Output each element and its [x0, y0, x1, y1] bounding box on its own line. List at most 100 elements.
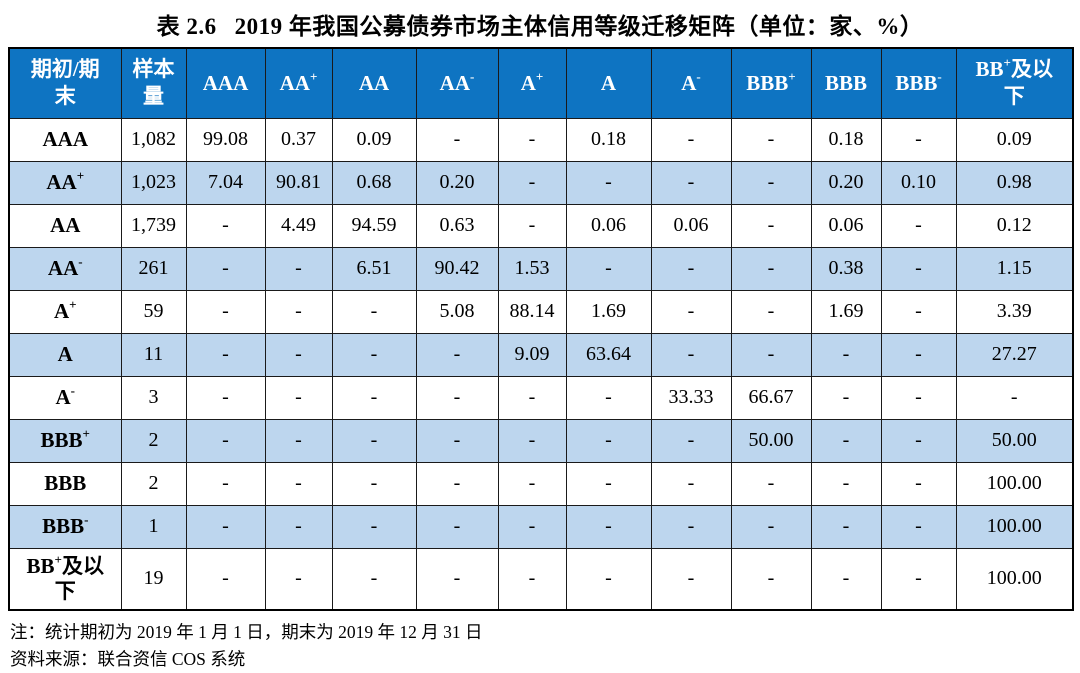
matrix-cell-BBBminus-to-AAA: - — [185, 504, 266, 549]
sample-count: 1 — [120, 504, 187, 549]
matrix-cell-Aplus-to-AAminus: 5.08 — [415, 289, 499, 334]
matrix-cell-Aminus-to-Aminus: 33.33 — [650, 375, 732, 420]
matrix-cell-BBB-to-Aminus: - — [650, 461, 732, 506]
table-row-AAplus: AA+ 1,023 7.04 90.81 0.68 0.20- - - -0.20 0.10 0.9… — [8, 160, 1074, 205]
matrix-cell-AAplus-to-BBBminus: 0.10 — [880, 160, 957, 205]
matrix-cell-AAplus-to-Aminus: - — [650, 160, 732, 205]
row-header-AAminus: AA- — [8, 246, 122, 291]
col-header-AAminus: AA- — [415, 47, 499, 119]
matrix-cell-BBplus-to-BBBplus: - — [730, 547, 812, 611]
matrix-cell-BBplus-to-Aminus: - — [650, 547, 732, 611]
matrix-cell-A-to-Aminus: - — [650, 332, 732, 377]
matrix-cell-AAplus-to-A: - — [565, 160, 652, 205]
sample-count: 2 — [120, 461, 187, 506]
matrix-cell-AAA-to-A: 0.18 — [565, 117, 652, 162]
matrix-cell-Aplus-to-AA: - — [331, 289, 417, 334]
matrix-cell-Aminus-to-A: - — [565, 375, 652, 420]
matrix-cell-AAA-to-AAminus: - — [415, 117, 499, 162]
matrix-cell-BBBminus-to-BBB: - — [810, 504, 882, 549]
matrix-cell-BBBminus-to-Aplus: - — [497, 504, 567, 549]
col-header-Aplus: A+ — [497, 47, 567, 119]
matrix-cell-BBplus-to-AAminus: - — [415, 547, 499, 611]
matrix-cell-BBBplus-to-BBBplus: 50.00 — [730, 418, 812, 463]
sample-count: 1,739 — [120, 203, 187, 248]
matrix-cell-AA-to-BBB: 0.06 — [810, 203, 882, 248]
data-source-note: 资料来源：联合资信 COS 系统 — [10, 649, 246, 670]
matrix-cell-A-to-A: 63.64 — [565, 332, 652, 377]
matrix-cell-AAA-to-AA: 0.09 — [331, 117, 417, 162]
corner-header: 期初/期末 — [8, 47, 122, 119]
matrix-cell-Aminus-to-BBBplus: 66.67 — [730, 375, 812, 420]
matrix-cell-A-to-BBplus: 27.27 — [955, 332, 1074, 377]
matrix-cell-BBplus-to-A: - — [565, 547, 652, 611]
matrix-cell-BBplus-to-AA: - — [331, 547, 417, 611]
col-header-BBBminus: BBB- — [880, 47, 957, 119]
matrix-cell-AAplus-to-BBBplus: - — [730, 160, 812, 205]
matrix-cell-Aminus-to-BBplus: - — [955, 375, 1074, 420]
matrix-cell-A-to-Aplus: 9.09 — [497, 332, 567, 377]
matrix-cell-Aplus-to-A: 1.69 — [565, 289, 652, 334]
matrix-cell-Aminus-to-Aplus: - — [497, 375, 567, 420]
matrix-cell-BBB-to-AAminus: - — [415, 461, 499, 506]
table-row-BBBminus: BBB- 1- - - - - - - - - -100.00 — [8, 504, 1074, 549]
matrix-cell-BBBplus-to-A: - — [565, 418, 652, 463]
sample-count: 261 — [120, 246, 187, 291]
col-header-Aminus: A- — [650, 47, 732, 119]
table-row-AAA: AAA 1,082 99.08 0.37 0.09- -0.18- -0.18-0.09 — [8, 117, 1074, 162]
row-header-A: A — [8, 332, 122, 377]
matrix-cell-Aminus-to-BBBminus: - — [880, 375, 957, 420]
matrix-cell-BBBminus-to-BBplus: 100.00 — [955, 504, 1074, 549]
matrix-cell-BBBminus-to-AAplus: - — [264, 504, 333, 549]
matrix-cell-AAminus-to-AAA: - — [185, 246, 266, 291]
col-header-A: A — [565, 47, 652, 119]
col-header-BBBplus: BBB+ — [730, 47, 812, 119]
matrix-cell-AAplus-to-BBplus: 0.98 — [955, 160, 1074, 205]
matrix-cell-BBplus-to-AAplus: - — [264, 547, 333, 611]
matrix-cell-AA-to-AAminus: 0.63 — [415, 203, 499, 248]
matrix-cell-AA-to-BBBplus: - — [730, 203, 812, 248]
matrix-cell-A-to-BBBplus: - — [730, 332, 812, 377]
matrix-cell-A-to-BBBminus: - — [880, 332, 957, 377]
matrix-cell-A-to-AAA: - — [185, 332, 266, 377]
sample-count: 1,082 — [120, 117, 187, 162]
table-body: AAA 1,082 99.08 0.37 0.09- -0.18- -0.18-0.09 AA… — [8, 117, 1074, 611]
matrix-cell-Aminus-to-BBB: - — [810, 375, 882, 420]
table-row-BBBplus: BBB+ 2- - - - - - -50.00- -50.00 — [8, 418, 1074, 463]
table-footnotes: 注：统计期初为 2019 年 1 月 1 日，期末为 2019 年 12 月 3… — [10, 619, 1080, 673]
matrix-cell-AAplus-to-BBB: 0.20 — [810, 160, 882, 205]
matrix-cell-BBBminus-to-A: - — [565, 504, 652, 549]
matrix-cell-BBB-to-AAplus: - — [264, 461, 333, 506]
matrix-cell-Aminus-to-AA: - — [331, 375, 417, 420]
matrix-cell-Aminus-to-AAplus: - — [264, 375, 333, 420]
matrix-cell-AAminus-to-Aminus: - — [650, 246, 732, 291]
matrix-cell-BBBplus-to-AA: - — [331, 418, 417, 463]
matrix-cell-BBBplus-to-Aplus: - — [497, 418, 567, 463]
matrix-cell-BBBplus-to-AAplus: - — [264, 418, 333, 463]
matrix-cell-Aminus-to-AAminus: - — [415, 375, 499, 420]
col-header-AAA: AAA — [185, 47, 266, 119]
matrix-cell-AAplus-to-Aplus: - — [497, 160, 567, 205]
table-row-Aplus: A+ 59- - -5.08 88.14 1.69- -1.69-3.39 — [8, 289, 1074, 334]
matrix-cell-BBBminus-to-Aminus: - — [650, 504, 732, 549]
matrix-cell-BBBminus-to-BBBminus: - — [880, 504, 957, 549]
matrix-cell-Aminus-to-AAA: - — [185, 375, 266, 420]
matrix-cell-BBB-to-BBBplus: - — [730, 461, 812, 506]
matrix-cell-Aplus-to-BBBminus: - — [880, 289, 957, 334]
table-row-AA: AA 1,739-4.49 94.59 0.63-0.06 0.06-0.06-0.12 — [8, 203, 1074, 248]
row-header-BBBplus: BBB+ — [8, 418, 122, 463]
matrix-cell-AAA-to-BBBminus: - — [880, 117, 957, 162]
matrix-cell-BBB-to-BBB: - — [810, 461, 882, 506]
matrix-cell-BBBplus-to-AAA: - — [185, 418, 266, 463]
matrix-cell-AAminus-to-BBBminus: - — [880, 246, 957, 291]
table-header: 期初/期末 样本量 AAA AA+ AA AA- A+ A A- BBB+ BBB BBB- BB+及以… — [8, 47, 1074, 119]
matrix-cell-BBBplus-to-Aminus: - — [650, 418, 732, 463]
matrix-cell-BBB-to-BBplus: 100.00 — [955, 461, 1074, 506]
matrix-cell-AAplus-to-AA: 0.68 — [331, 160, 417, 205]
row-header-BBB: BBB — [8, 461, 122, 506]
matrix-cell-BBB-to-Aplus: - — [497, 461, 567, 506]
matrix-cell-BBBplus-to-AAminus: - — [415, 418, 499, 463]
matrix-cell-AAminus-to-BBplus: 1.15 — [955, 246, 1074, 291]
matrix-cell-AAA-to-Aplus: - — [497, 117, 567, 162]
matrix-cell-AAplus-to-AAplus: 90.81 — [264, 160, 333, 205]
